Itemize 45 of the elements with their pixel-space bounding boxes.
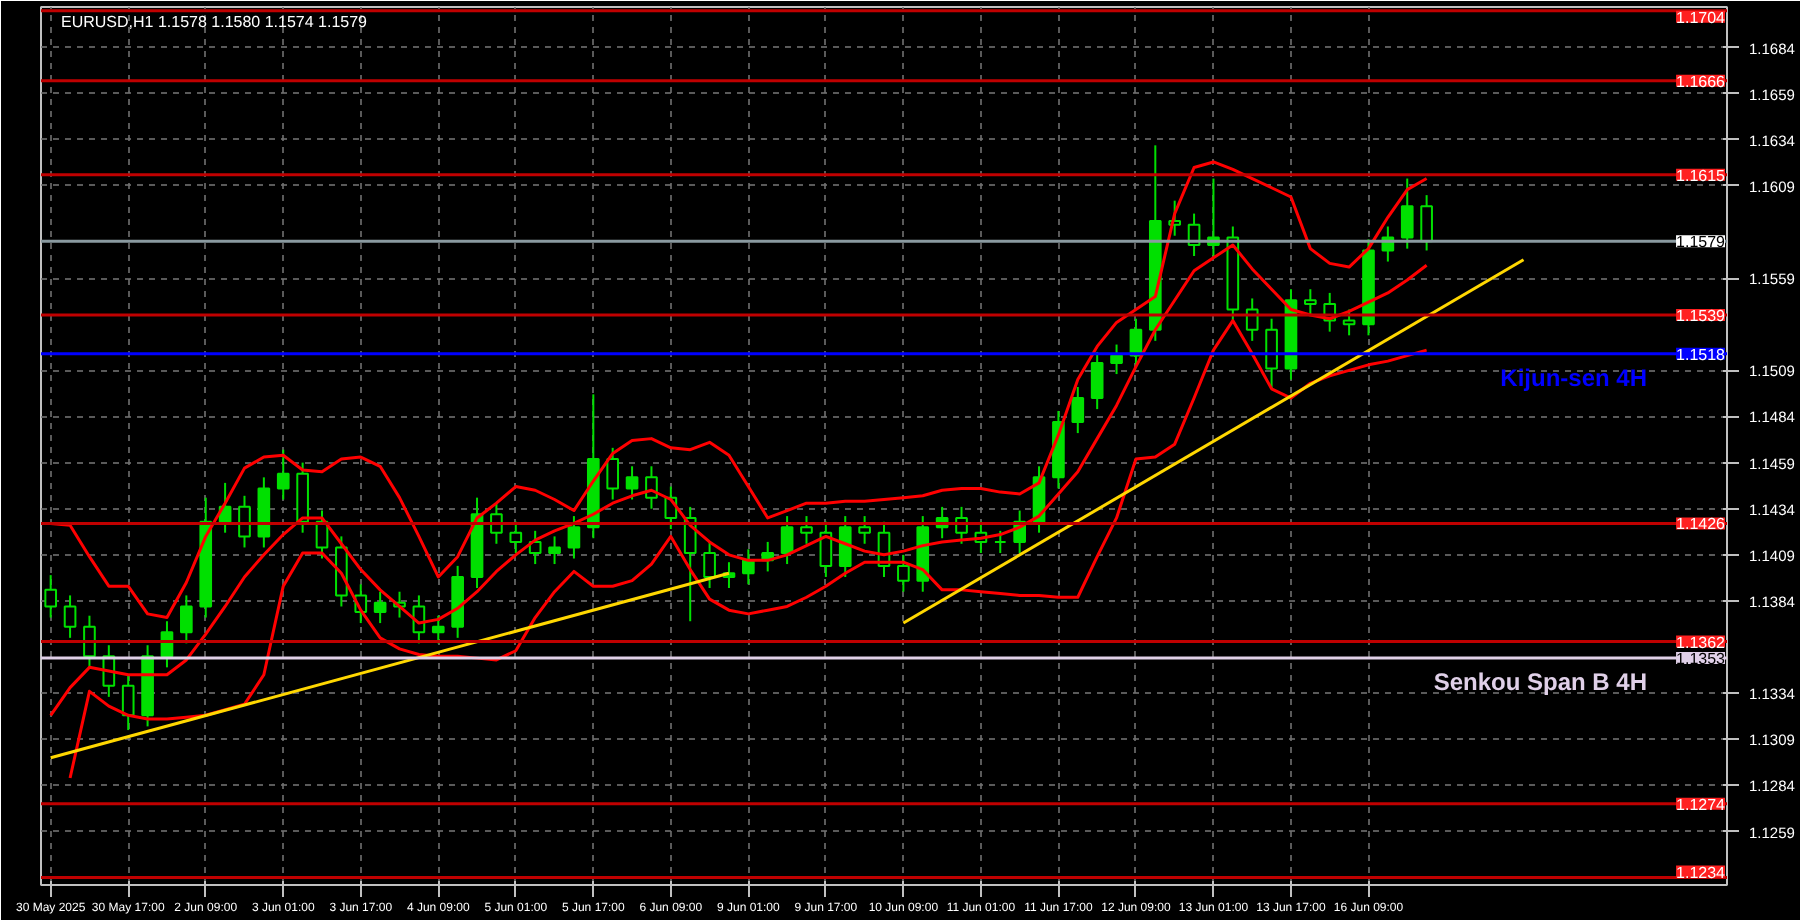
ref-line-label: 1.1274 (1676, 795, 1727, 814)
candlestick (800, 515, 813, 545)
ref-line-label: 1.1426 (1676, 515, 1727, 534)
ref-line-label: 1.1234 (1676, 863, 1727, 882)
candlestick (296, 461, 309, 534)
candlestick (1420, 194, 1433, 252)
candlestick (858, 515, 871, 545)
candlestick (121, 673, 135, 732)
line-series (49, 243, 1429, 717)
ref-line-label: 1.1666 (1676, 72, 1727, 91)
candlestick (63, 594, 77, 639)
candlestick (1400, 177, 1414, 250)
ref-line-label: 1.1579 (1676, 233, 1727, 252)
ref-line-label: 1.1518 (1676, 345, 1727, 364)
annotation: Kijun-sen 4H (1500, 363, 1647, 392)
candlestick (1265, 317, 1278, 390)
candlestick (897, 553, 910, 593)
ref-line-label: 1.1362 (1676, 633, 1727, 652)
candlestick (703, 540, 716, 590)
candlestick (838, 515, 852, 578)
candlestick (431, 614, 445, 645)
ref-line-label: 1.1539 (1676, 307, 1727, 326)
ref-line-label: 1.1353 (1676, 650, 1727, 669)
candlestick (1090, 350, 1104, 411)
annotation: Senkou Span B 4H (1433, 668, 1647, 697)
candlestick (993, 529, 1007, 554)
candlestick (276, 448, 290, 501)
candlestick (180, 594, 193, 645)
candlestick (1304, 288, 1317, 317)
candlestick (567, 515, 581, 560)
candlestick (548, 535, 561, 566)
candlestick (509, 520, 523, 554)
candlestick (238, 494, 251, 549)
candlestick (1071, 385, 1085, 435)
ref-line-label: 1.1615 (1676, 166, 1727, 185)
candlestick (1110, 343, 1123, 376)
candlestick (257, 476, 271, 549)
candlestick (528, 529, 542, 566)
chart-title: EURUSD,H1 1.1578 1.1580 1.1574 1.1579 (61, 13, 369, 31)
ref-line-label: 1.1704 (1676, 8, 1727, 27)
candlestick (625, 465, 639, 501)
candlestick (606, 446, 620, 501)
candlestick (780, 515, 794, 566)
candlestick (373, 590, 387, 625)
line-series (68, 319, 1429, 780)
